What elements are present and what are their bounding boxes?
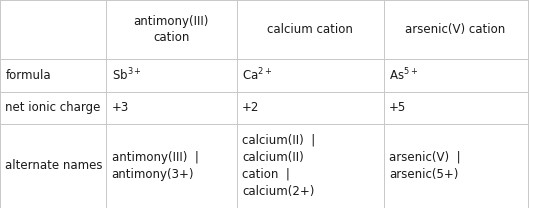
Text: arsenic(V) cation: arsenic(V) cation	[405, 23, 506, 36]
Text: +5: +5	[389, 101, 406, 114]
Text: net ionic charge: net ionic charge	[5, 101, 101, 114]
Text: Sb$^{3+}$: Sb$^{3+}$	[112, 67, 141, 84]
Text: formula: formula	[5, 69, 51, 82]
Text: Ca$^{2+}$: Ca$^{2+}$	[242, 67, 273, 84]
Text: antimony(III)  |
antimony(3+): antimony(III) | antimony(3+)	[112, 151, 199, 181]
Text: +2: +2	[242, 101, 259, 114]
Text: antimony(III)
cation: antimony(III) cation	[134, 15, 209, 44]
Text: As$^{5+}$: As$^{5+}$	[389, 67, 418, 84]
Text: alternate names: alternate names	[5, 159, 103, 172]
Text: +3: +3	[112, 101, 129, 114]
Text: arsenic(V)  |
arsenic(5+): arsenic(V) | arsenic(5+)	[389, 151, 461, 181]
Text: calcium(II)  |
calcium(II)
cation  |
calcium(2+): calcium(II) | calcium(II) cation | calci…	[242, 134, 316, 198]
Text: calcium cation: calcium cation	[267, 23, 353, 36]
